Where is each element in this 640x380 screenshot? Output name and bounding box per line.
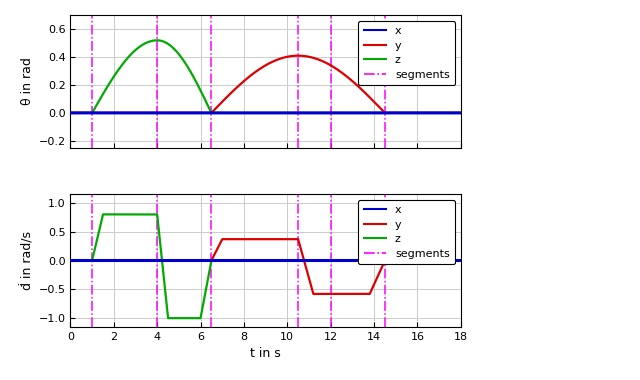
Legend: x, y, z, segments: x, y, z, segments xyxy=(358,21,455,85)
Y-axis label: θ in rad: θ in rad xyxy=(21,57,35,105)
Legend: x, y, z, segments: x, y, z, segments xyxy=(358,200,455,264)
Y-axis label: ḋ̇ in rad/s: ḋ̇ in rad/s xyxy=(21,231,35,290)
X-axis label: t in s: t in s xyxy=(250,347,281,360)
